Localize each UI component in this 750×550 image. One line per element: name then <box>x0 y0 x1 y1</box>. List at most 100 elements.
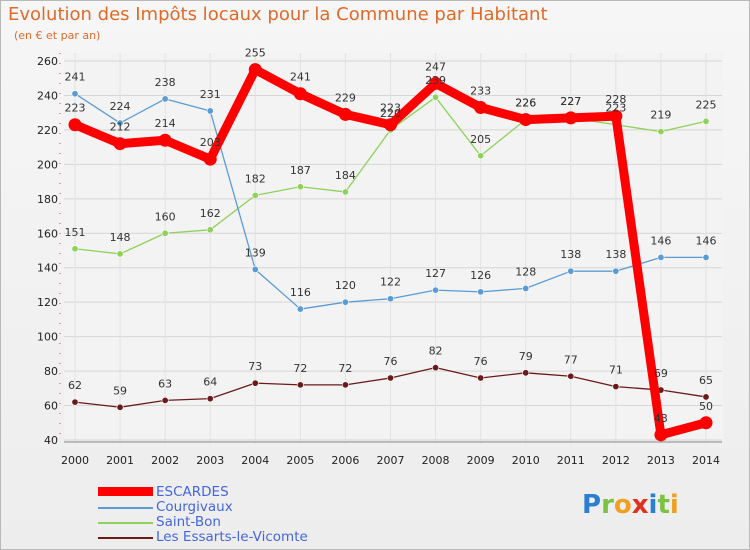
data-label-courgivaux: 116 <box>290 286 311 299</box>
logo-letter: i <box>669 490 679 520</box>
logo-letter: P <box>582 490 602 520</box>
data-point-courgivaux <box>477 288 485 296</box>
y-tick-label: 160 <box>37 227 58 240</box>
data-label-courgivaux: 146 <box>696 234 717 247</box>
data-label-saint-bon: 226 <box>515 97 536 110</box>
data-point-escardes <box>609 109 623 123</box>
data-point-courgivaux <box>71 90 79 98</box>
data-label-courgivaux: 241 <box>65 71 86 84</box>
y-tick-label: 260 <box>37 55 58 68</box>
data-label-courgivaux: 231 <box>200 88 221 101</box>
data-point-les-essarts-le-vicomte <box>432 364 440 372</box>
data-point-les-essarts-le-vicomte <box>477 374 485 382</box>
data-point-courgivaux <box>432 286 440 294</box>
data-label-courgivaux: 238 <box>155 76 176 89</box>
x-tick-label: 2000 <box>61 454 89 467</box>
data-label-les-essarts-le-vicomte: 72 <box>338 362 352 375</box>
data-label-courgivaux: 120 <box>335 279 356 292</box>
data-label-courgivaux: 146 <box>650 234 671 247</box>
data-label-les-essarts-le-vicomte: 82 <box>429 345 443 358</box>
data-point-saint-bon <box>657 128 665 136</box>
data-point-escardes <box>384 118 397 132</box>
data-label-escardes: 50 <box>699 400 713 413</box>
data-point-courgivaux <box>296 305 304 313</box>
legend-label-les-essarts: Les Essarts-le-Vicomte <box>156 529 308 545</box>
legend-swatch-saint-bon <box>98 522 153 524</box>
data-label-saint-bon: 223 <box>605 102 626 115</box>
data-point-les-essarts-le-vicomte <box>71 398 79 406</box>
data-point-les-essarts-le-vicomte <box>296 381 304 389</box>
data-point-saint-bon <box>341 188 349 196</box>
legend-label-escardes: ESCARDES <box>156 484 229 500</box>
data-label-escardes: 43 <box>654 412 668 425</box>
data-point-escardes <box>68 118 82 132</box>
data-label-courgivaux: 138 <box>605 248 626 261</box>
data-label-escardes: 233 <box>470 85 491 98</box>
data-point-escardes <box>203 152 217 166</box>
data-point-les-essarts-le-vicomte <box>161 396 169 404</box>
data-point-escardes <box>564 111 578 125</box>
data-label-escardes: 203 <box>200 136 221 149</box>
data-point-les-essarts-le-vicomte <box>116 403 124 411</box>
logo-letter: i <box>648 490 658 520</box>
data-point-escardes <box>338 107 352 121</box>
series-escardes <box>68 63 713 442</box>
logo-letter: x <box>631 490 649 520</box>
data-point-les-essarts-le-vicomte <box>341 381 349 389</box>
proxiti-logo: Proxiti <box>582 490 679 520</box>
data-point-saint-bon <box>206 226 214 234</box>
data-label-escardes: 228 <box>605 93 626 106</box>
data-point-les-essarts-le-vicomte <box>702 393 710 401</box>
data-point-escardes <box>293 87 307 101</box>
data-label-escardes: 247 <box>425 60 446 73</box>
legend-item-saint-bon: Saint-Bon <box>98 515 398 530</box>
data-label-courgivaux: 139 <box>245 246 266 259</box>
data-label-escardes: 229 <box>335 91 356 104</box>
logo-letter: o <box>613 490 632 520</box>
data-point-courgivaux <box>612 267 620 275</box>
data-label-les-essarts-le-vicomte: 72 <box>293 362 307 375</box>
data-point-courgivaux <box>386 295 394 303</box>
data-point-escardes <box>248 63 262 77</box>
y-tick-label: 120 <box>37 296 58 309</box>
x-tick-label: 2004 <box>241 454 269 467</box>
x-tick-label: 2011 <box>557 454 585 467</box>
data-point-escardes <box>158 133 172 147</box>
x-tick-label: 2005 <box>286 454 314 467</box>
data-point-saint-bon <box>702 117 710 125</box>
data-point-les-essarts-le-vicomte <box>567 372 575 380</box>
data-label-saint-bon: 162 <box>200 207 221 220</box>
x-tick-label: 2006 <box>331 454 359 467</box>
data-label-escardes: 214 <box>155 117 176 130</box>
data-label-escardes: 255 <box>245 47 266 60</box>
data-label-les-essarts-le-vicomte: 64 <box>203 376 217 389</box>
data-label-les-essarts-le-vicomte: 76 <box>474 355 488 368</box>
data-label-saint-bon: 227 <box>560 95 581 108</box>
y-tick-label: 60 <box>44 400 58 413</box>
data-label-escardes: 223 <box>380 102 401 115</box>
x-tick-label: 2002 <box>151 454 179 467</box>
data-label-saint-bon: 219 <box>650 109 671 122</box>
data-label-courgivaux: 138 <box>560 248 581 261</box>
data-label-escardes: 227 <box>560 95 581 108</box>
x-tick-label: 2003 <box>196 454 224 467</box>
data-point-saint-bon <box>432 93 440 101</box>
data-label-courgivaux: 127 <box>425 267 446 280</box>
data-point-saint-bon <box>116 250 124 258</box>
y-tick-label: 140 <box>37 262 58 275</box>
data-point-courgivaux <box>702 253 710 261</box>
data-point-saint-bon <box>477 152 485 160</box>
data-label-saint-bon: 220 <box>380 107 401 120</box>
data-point-escardes <box>654 428 668 442</box>
data-label-saint-bon: 148 <box>110 231 131 244</box>
data-label-saint-bon: 225 <box>696 98 717 111</box>
legend-item-escardes: ESCARDES <box>98 485 398 500</box>
y-tick-label: 80 <box>44 365 58 378</box>
data-point-escardes <box>113 137 127 151</box>
legend-swatch-les-essarts <box>98 537 153 539</box>
data-label-courgivaux: 128 <box>515 265 536 278</box>
data-label-saint-bon: 182 <box>245 172 266 185</box>
x-tick-label: 2001 <box>106 454 134 467</box>
data-point-escardes <box>699 416 713 430</box>
